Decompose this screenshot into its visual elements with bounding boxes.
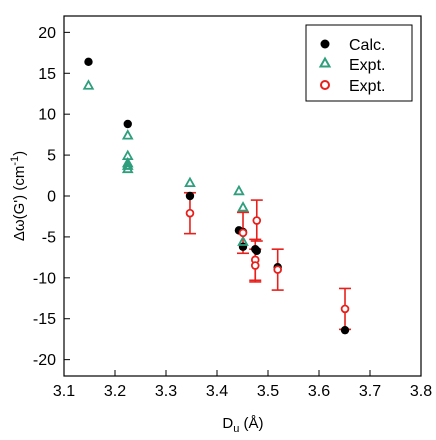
expt-triangle-point	[237, 201, 249, 212]
y-tick-label: 20	[38, 25, 56, 42]
calc-point	[340, 325, 350, 335]
expt-circle-point	[252, 216, 262, 225]
expt-circle-point	[238, 228, 248, 238]
legend-label-expt-triangle: Expt.	[349, 57, 385, 74]
y-tick-label: -15	[33, 311, 56, 328]
expt-circle-point	[185, 208, 195, 218]
legend-marker-calc	[320, 39, 330, 49]
calc-point	[252, 246, 261, 256]
legend-label-expt-circle: Expt.	[349, 78, 385, 95]
legend-marker-expt-circle	[320, 80, 330, 90]
legend: Calc. Expt. Expt.	[305, 24, 413, 102]
y-tick-label: -20	[33, 352, 56, 369]
expt-triangle-point	[184, 176, 196, 188]
x-tick-label: 3.8	[410, 383, 432, 400]
y-tick-label: 15	[38, 66, 56, 83]
expt-triangle-point	[233, 184, 245, 196]
calc-point	[123, 119, 132, 129]
x-tick-label: 3.5	[257, 383, 279, 400]
svg-text:Du (Å): Du (Å)	[222, 415, 263, 435]
expt-circle-point	[273, 265, 282, 274]
x-tick-label: 3.2	[104, 383, 126, 400]
expt-triangle-point	[121, 156, 134, 168]
expt-circle-point	[340, 304, 350, 314]
expt-triangle-point	[82, 79, 95, 90]
y-tick-label: 0	[47, 189, 56, 206]
legend-label-calc: Calc.	[349, 37, 385, 54]
x-axis-label: Du (Å)	[222, 415, 263, 435]
y-tick-label: -5	[42, 229, 56, 246]
legend-marker-expt-triangle	[318, 56, 332, 68]
x-tick-label: 3.1	[53, 383, 75, 400]
expt-triangle-point	[121, 162, 134, 174]
x-tick-label: 3.7	[359, 383, 381, 400]
plot-frame	[63, 15, 422, 377]
expt-circle-point	[250, 261, 260, 270]
y-tick-label: -10	[33, 270, 56, 287]
y-axis-label: Δω(G') (cm-1)	[9, 151, 28, 241]
expt-triangle-point	[121, 159, 134, 170]
x-tick-label: 3.6	[308, 383, 330, 400]
expt-triangle-point	[237, 235, 249, 246]
calc-point	[84, 57, 93, 67]
x-tick-label: 3.4	[206, 383, 228, 400]
y-tick-label: 5	[47, 148, 56, 165]
y-tick-label: 10	[38, 107, 56, 124]
svg-text:Δω(G') (cm-1): Δω(G') (cm-1)	[9, 151, 28, 241]
calc-point	[185, 191, 195, 201]
expt-triangle-point	[121, 129, 134, 140]
x-tick-label: 3.3	[155, 383, 177, 400]
